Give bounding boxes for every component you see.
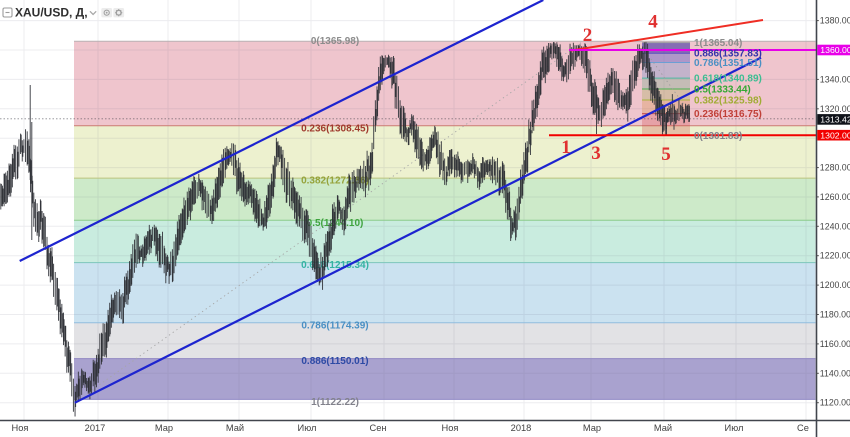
svg-text:Июл: Июл [725,423,744,433]
svg-text:2017: 2017 [85,423,106,433]
svg-text:0(1365.98): 0(1365.98) [311,36,359,47]
svg-text:1380.00: 1380.00 [820,16,850,26]
svg-text:XAU/USD, Д,: XAU/USD, Д, [15,6,88,20]
svg-text:0.886(1357.83): 0.886(1357.83) [694,49,762,60]
svg-text:1320.00: 1320.00 [820,104,850,114]
svg-text:4: 4 [648,12,658,33]
svg-text:1(1122.22): 1(1122.22) [311,397,359,408]
svg-text:1360.00: 1360.00 [820,45,850,55]
svg-text:Июл: Июл [298,423,317,433]
svg-text:0(1301.83): 0(1301.83) [694,131,742,142]
svg-text:1220.00: 1220.00 [820,251,850,261]
svg-text:0.236(1308.45): 0.236(1308.45) [301,123,369,134]
svg-text:3: 3 [591,143,601,164]
svg-text:Сен: Сен [369,423,386,433]
svg-text:0.382(1325.98): 0.382(1325.98) [694,95,762,106]
svg-text:0.5(1333.44): 0.5(1333.44) [694,84,751,95]
svg-text:0.236(1316.75): 0.236(1316.75) [694,109,762,120]
svg-text:1: 1 [561,137,571,158]
svg-text:Се: Се [797,423,809,433]
svg-text:1(1365.04): 1(1365.04) [694,38,742,49]
svg-text:1120.00: 1120.00 [820,398,850,408]
svg-text:1260.00: 1260.00 [820,192,850,202]
svg-text:Ноя: Ноя [12,423,29,433]
svg-text:0.786(1174.39): 0.786(1174.39) [301,320,368,331]
svg-text:0.618(1215.34): 0.618(1215.34) [301,260,369,271]
svg-text:2: 2 [583,25,593,46]
svg-text:1160.00: 1160.00 [820,339,850,349]
svg-text:1280.00: 1280.00 [820,163,850,173]
svg-text:1240.00: 1240.00 [820,221,850,231]
svg-text:5: 5 [661,144,671,165]
svg-text:1302.00: 1302.00 [820,130,850,140]
svg-text:Май: Май [654,423,672,433]
svg-text:1340.00: 1340.00 [820,74,850,84]
svg-text:2018: 2018 [511,423,532,433]
svg-text:1140.00: 1140.00 [820,368,850,378]
svg-text:Май: Май [226,423,244,433]
svg-text:0.786(1351.51): 0.786(1351.51) [694,58,762,69]
svg-text:1180.00: 1180.00 [820,310,850,320]
svg-text:Мар: Мар [155,423,173,433]
svg-text:Мар: Мар [583,423,601,433]
svg-text:1313.42: 1313.42 [820,115,850,125]
svg-text:Ноя: Ноя [442,423,459,433]
svg-text:0.886(1150.01): 0.886(1150.01) [301,356,368,367]
svg-text:0.382(1272.86): 0.382(1272.86) [301,176,369,187]
svg-text:1200.00: 1200.00 [820,280,850,290]
svg-text:0.618(1340.89): 0.618(1340.89) [694,74,762,85]
